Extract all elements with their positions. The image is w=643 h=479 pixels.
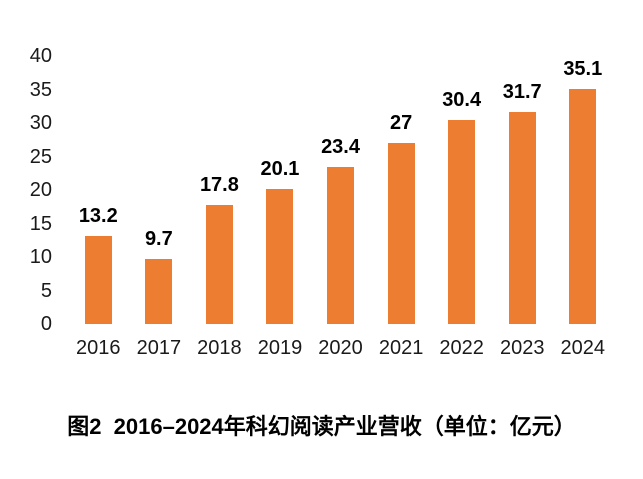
plot-area: 13.2 9.7 17.8 20.1 23.4 27 30.4 31.7 35.1 — [68, 0, 613, 324]
figure-caption: 图2 2016–2024年科幻阅读产业营收（单位：亿元） — [67, 414, 576, 439]
bar — [448, 120, 476, 324]
x-axis-category-label: 2019 — [257, 337, 303, 359]
bar — [266, 189, 294, 324]
bar-value-label: 30.4 — [442, 89, 482, 112]
bar-value-label: 23.4 — [321, 136, 360, 159]
x-axis-category-label: 2018 — [197, 337, 242, 359]
x-axis-category-label: 2024 — [560, 337, 606, 359]
y-axis-tick-label: 40 — [29, 45, 52, 67]
bar — [205, 204, 233, 324]
x-axis-category-label: 2022 — [439, 337, 484, 359]
bar-value-label: 31.7 — [502, 80, 542, 103]
bar-chart: 13.2 9.7 17.8 20.1 23.4 27 30.4 31.7 35.1 2016 20… — [29, 0, 613, 360]
bar-value-label: 20.1 — [260, 158, 300, 181]
bar-value-label: 17.8 — [199, 173, 239, 196]
bar-slot: 27 — [371, 0, 432, 324]
y-axis-tick-label: 20 — [29, 179, 52, 201]
bar — [84, 235, 112, 324]
bar-slot: 20.1 — [250, 0, 311, 324]
bar-slot: 9.7 — [129, 0, 190, 324]
y-axis-tick-label: 10 — [29, 246, 52, 268]
y-axis-tick-label: 25 — [29, 145, 52, 168]
bar-value-label: 13.2 — [78, 204, 118, 227]
y-axis-tick-label: 35 — [29, 78, 52, 101]
x-axis-category-label: 2021 — [378, 337, 424, 359]
x-axis: 2016 2017 2018 2019 2020 2021 2022 2023 2024 — [68, 336, 613, 360]
bar — [327, 167, 355, 324]
y-axis-tick-label: 0 — [40, 313, 52, 335]
bar-slot: 31.7 — [492, 0, 553, 324]
bar-value-label: 9.7 — [144, 228, 173, 251]
bar — [508, 111, 536, 324]
bar-value-label: 35.1 — [563, 57, 603, 80]
bar-slot: 30.4 — [431, 0, 492, 324]
bar-slot: 13.2 — [68, 0, 129, 324]
bar — [387, 143, 415, 324]
x-axis-category-label: 2017 — [136, 337, 182, 359]
x-axis-category-label: 2020 — [318, 337, 363, 359]
y-axis-tick-label: 15 — [29, 212, 52, 235]
bar-value-label: 27 — [389, 112, 413, 135]
bar — [569, 88, 597, 324]
x-axis-category-label: 2023 — [499, 337, 545, 359]
bar — [145, 259, 173, 324]
bar-slot: 23.4 — [310, 0, 371, 324]
y-axis-tick-label: 5 — [40, 279, 52, 302]
bar-slot: 17.8 — [189, 0, 250, 324]
x-axis-category-label: 2016 — [76, 337, 121, 359]
bar-slot: 35.1 — [553, 0, 614, 324]
y-axis-tick-label: 30 — [29, 112, 52, 134]
